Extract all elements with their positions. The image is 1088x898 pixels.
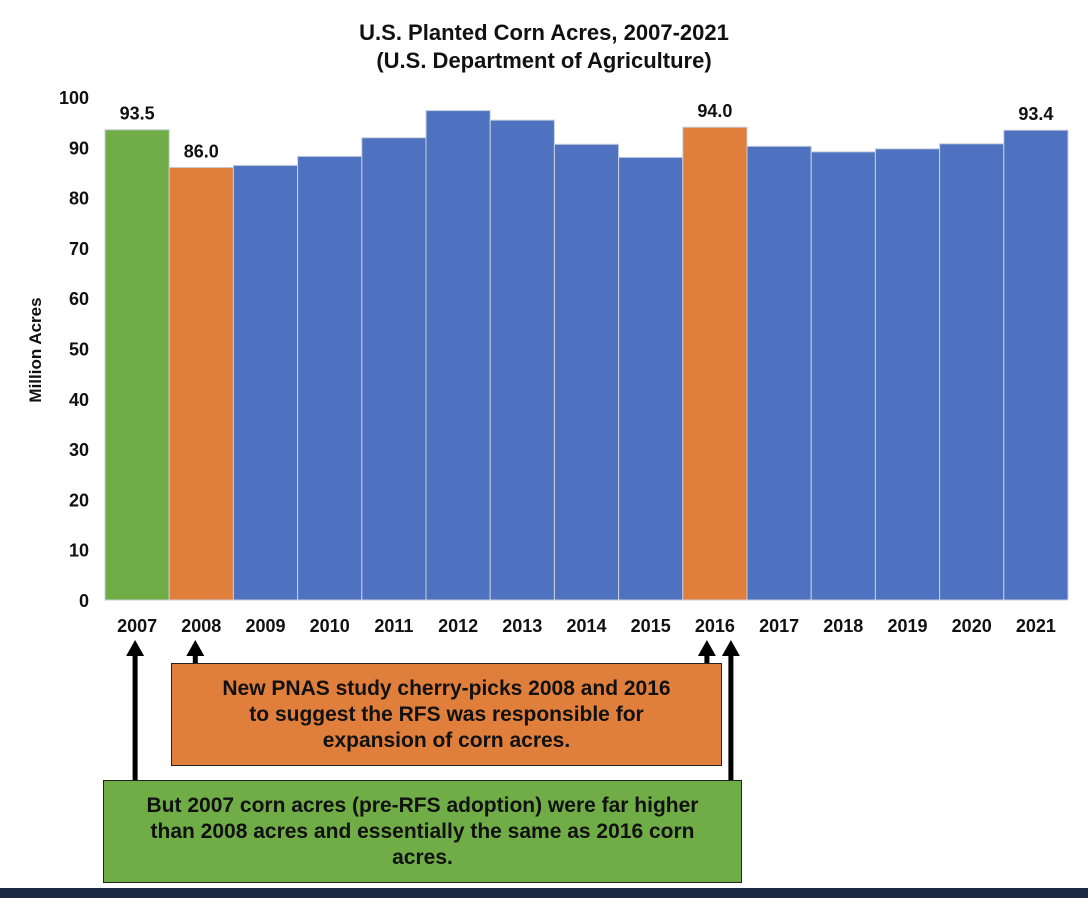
x-tick-label: 2018: [823, 616, 863, 636]
x-tick-label: 2010: [310, 616, 350, 636]
arrow-to-2016-orange-head: [697, 640, 716, 656]
x-tick-label: 2021: [1016, 616, 1056, 636]
x-tick-label: 2009: [245, 616, 285, 636]
y-tick-label: 70: [69, 239, 89, 259]
y-tick-label: 0: [79, 591, 89, 611]
bar-2021: [1003, 129, 1069, 601]
bar-2009: [232, 164, 299, 601]
x-tick-label: 2016: [695, 616, 735, 636]
x-tick-label: 2017: [759, 616, 799, 636]
bottom-border-bar: [0, 888, 1088, 898]
x-tick-label: 2007: [117, 616, 157, 636]
arrow-to-2016-green-head: [721, 640, 740, 656]
bar-2014: [553, 143, 620, 601]
y-tick-label: 100: [59, 88, 89, 108]
y-tick-label: 90: [69, 138, 89, 158]
y-tick-label: 80: [69, 189, 89, 209]
bar-2008: [168, 166, 234, 601]
bar-2015: [618, 156, 684, 601]
y-tick-label: 40: [69, 390, 89, 410]
bar-2012: [425, 110, 491, 601]
data-label-2007: 93.5: [120, 104, 155, 124]
bar-2016: [682, 126, 748, 601]
bar-2013: [489, 119, 555, 601]
bar-2007: [104, 129, 170, 601]
x-tick-label: 2012: [438, 616, 478, 636]
orange-callout-text: New PNAS study cherry-picks 2008 and 201…: [222, 676, 671, 752]
x-tick-label: 2013: [502, 616, 542, 636]
bar-2019: [874, 148, 941, 601]
bar-2017: [746, 145, 812, 601]
data-label-2021: 93.4: [1018, 104, 1053, 124]
bar-2011: [361, 137, 427, 601]
x-tick-label: 2014: [566, 616, 606, 636]
x-tick-label: 2008: [181, 616, 221, 636]
orange-callout-box: New PNAS study cherry-picks 2008 and 201…: [171, 663, 722, 766]
data-label-2016: 94.0: [697, 101, 732, 121]
arrow-to-2007-head: [126, 640, 145, 656]
y-tick-label: 60: [69, 289, 89, 309]
arrow-to-2008-head: [186, 640, 205, 656]
bar-2020: [939, 143, 1005, 601]
y-tick-label: 10: [69, 541, 89, 561]
data-label-2008: 86.0: [184, 141, 219, 161]
bar-2018: [810, 151, 876, 601]
x-tick-label: 2011: [374, 616, 413, 636]
y-tick-label: 20: [69, 490, 89, 510]
y-tick-label: 30: [69, 440, 89, 460]
bar-2010: [297, 155, 363, 601]
chart-title: U.S. Planted Corn Acres, 2007-2021: [359, 20, 729, 45]
green-callout-text: But 2007 corn acres (pre-RFS adoption) w…: [146, 793, 699, 869]
y-tick-label: 50: [69, 340, 89, 360]
green-callout-box: But 2007 corn acres (pre-RFS adoption) w…: [103, 780, 742, 883]
x-tick-label: 2015: [631, 616, 671, 636]
x-tick-label: 2019: [887, 616, 927, 636]
x-tick-label: 2020: [952, 616, 992, 636]
chart-subtitle: (U.S. Department of Agriculture): [376, 48, 712, 73]
